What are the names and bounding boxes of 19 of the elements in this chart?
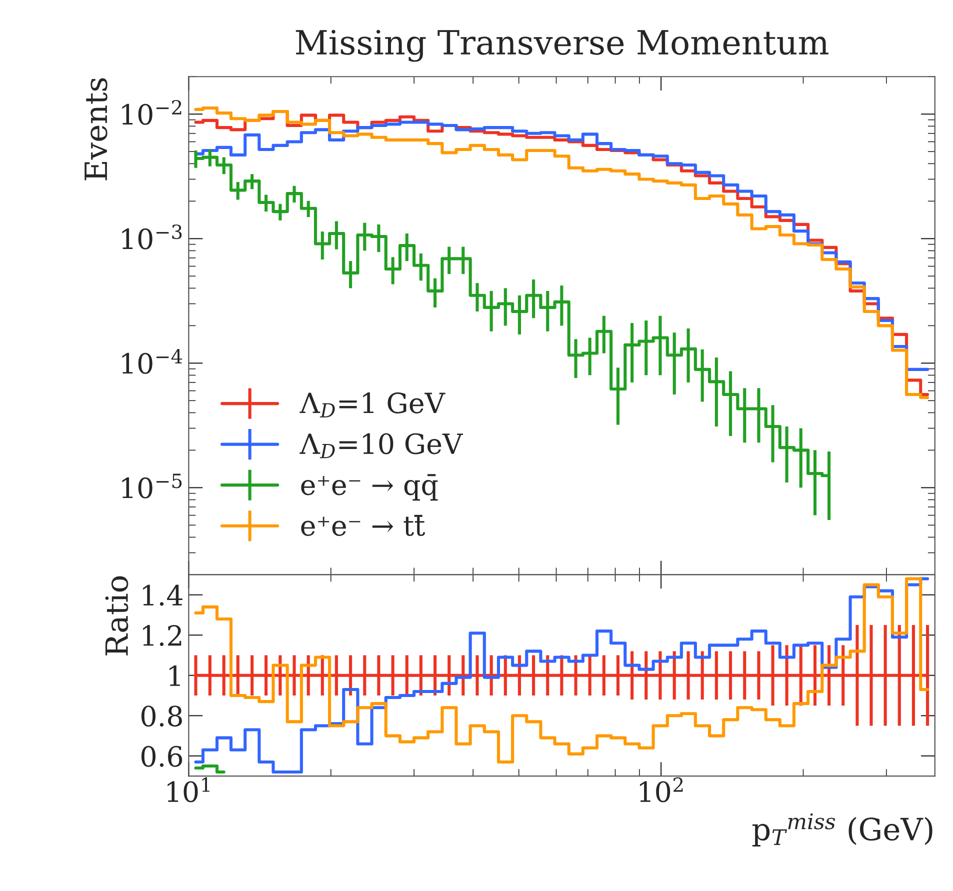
y-tick-label: 10$^{−5}$	[122, 474, 182, 498]
y-tick-label: 10$^{−4}$	[122, 348, 182, 374]
x-tick-label: 10$^{2}$	[640, 777, 683, 802]
y-tick-label: 10$^{−3}$	[122, 224, 182, 250]
legend-label: e⁺e⁻ → qq̄	[301, 474, 438, 501]
y-tick-label: 0.6	[141, 746, 182, 767]
x-axis-title: p$_{T}$$^{miss}$ (GeV)	[752, 813, 932, 847]
y-tick-label: 1.2	[143, 625, 182, 646]
x-tick-label: 10$^{1}$	[168, 777, 210, 802]
y-tick-label: 0.8	[141, 706, 182, 727]
y-tick-label: 1.4	[143, 584, 182, 606]
y-axis-title: Events	[84, 78, 108, 180]
y-tick-label: 1	[170, 665, 180, 686]
legend-label: e⁺e⁻ → tt̄	[301, 514, 426, 536]
chart-title: Missing Transverse Momentum	[296, 30, 828, 62]
y-tick-label: 10$^{−2}$	[122, 100, 182, 125]
legend-label: Λ$_{D}$=1 GeV	[300, 392, 446, 418]
legend-label: Λ$_{D}$=10 GeV	[300, 433, 463, 458]
y-axis-title: Ratio	[105, 576, 128, 656]
